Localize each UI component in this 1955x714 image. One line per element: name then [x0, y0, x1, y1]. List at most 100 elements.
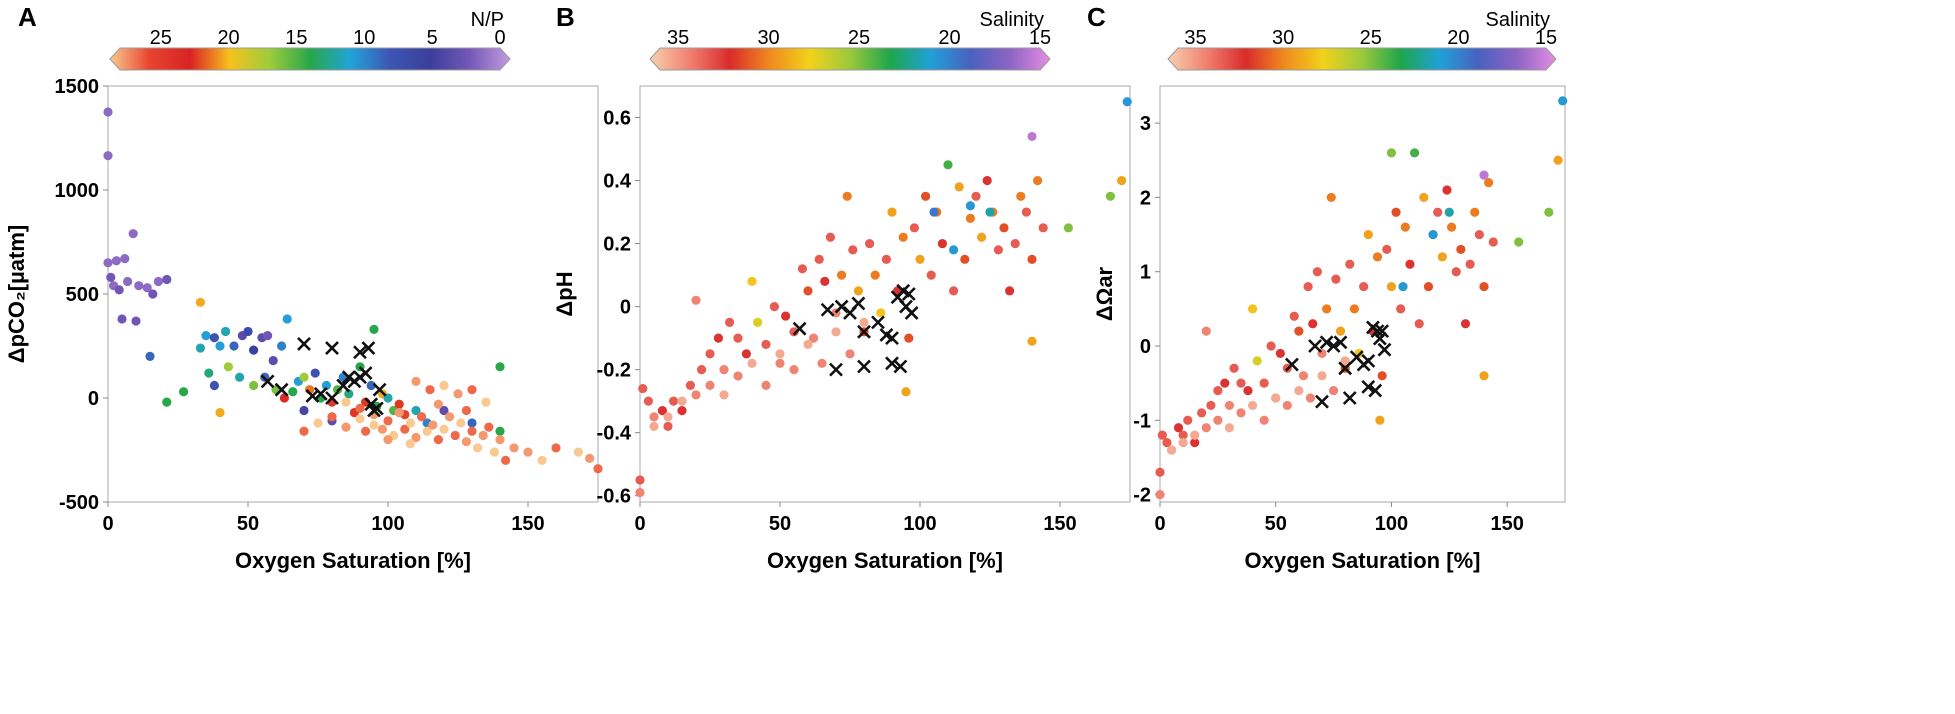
data-point: [461, 405, 471, 416]
data-points: [1155, 96, 1568, 500]
data-point: [153, 276, 163, 287]
data-point: [249, 345, 259, 355]
colorbar-tick-label: 15: [1535, 27, 1557, 49]
data-point: [697, 365, 707, 375]
data-point: [1398, 281, 1408, 292]
data-point: [162, 274, 172, 285]
data-point: [215, 341, 225, 351]
cross-markers: [792, 283, 919, 377]
cross-marker: [829, 362, 843, 377]
data-point: [761, 339, 771, 350]
data-point: [943, 160, 953, 170]
data-points: [103, 107, 603, 474]
data-point: [417, 412, 427, 422]
cross-stroke: [896, 283, 911, 298]
data-point: [1162, 437, 1172, 448]
cross-stroke: [325, 391, 339, 405]
data-point: [1479, 371, 1489, 381]
data-point: [1312, 267, 1322, 277]
data-point: [1236, 378, 1246, 388]
cross-stroke: [1361, 379, 1376, 394]
data-point: [1474, 229, 1484, 240]
chart-panel-a: A N/P25 20 15 10 5 00 50 100 150-500050010001500O…: [4, 2, 603, 573]
y-tick-label: -1: [1133, 410, 1151, 432]
y-tick-label: 0.2: [603, 234, 631, 256]
colorbar-tick-label: 25: [150, 27, 172, 49]
data-point: [1328, 385, 1339, 396]
cross-stroke: [1342, 391, 1357, 405]
data-point: [1391, 207, 1401, 217]
cross-stroke: [305, 389, 320, 403]
colorbar-tick-label: 30: [1272, 27, 1294, 49]
data-point: [649, 421, 659, 431]
cross-stroke: [885, 356, 899, 371]
cross-marker: [857, 324, 871, 339]
data-point: [1178, 430, 1188, 440]
data-point: [904, 333, 914, 343]
data-point: [848, 245, 858, 255]
data-point: [657, 406, 668, 416]
data-point: [428, 420, 438, 430]
cross-marker: [792, 321, 807, 336]
data-point: [1488, 237, 1498, 247]
data-point: [870, 270, 880, 280]
data-point: [361, 426, 371, 436]
cross-marker: [834, 299, 849, 314]
plot-area: [639, 85, 1131, 503]
cross-stroke: [1338, 361, 1353, 376]
data-point: [803, 286, 813, 296]
data-point: [663, 421, 673, 431]
data-point: [551, 443, 561, 453]
colorbar-tick-label: 10: [353, 27, 375, 49]
x-tick-label: 100: [371, 513, 404, 535]
data-point: [117, 314, 127, 324]
y-tick-label: 0: [88, 388, 99, 410]
data-point: [495, 435, 505, 445]
data-point: [1289, 311, 1299, 321]
data-point: [965, 213, 976, 223]
data-point: [195, 343, 205, 353]
data-point: [881, 254, 892, 264]
cross-stroke: [851, 296, 866, 311]
data-point: [1243, 385, 1253, 396]
panel-letter: B: [556, 2, 575, 32]
cross-stroke: [274, 382, 289, 397]
data-point: [1294, 385, 1304, 396]
cross-marker: [1338, 361, 1353, 376]
data-point: [993, 245, 1004, 255]
data-point: [753, 317, 763, 327]
data-point: [369, 420, 379, 430]
data-point: [1038, 223, 1048, 233]
cross-stroke: [834, 299, 849, 314]
data-point: [1201, 326, 1211, 336]
cross-stroke: [1375, 324, 1390, 339]
cross-stroke: [1361, 353, 1376, 368]
data-point: [1345, 259, 1355, 269]
data-point: [509, 443, 519, 453]
x-tick-label: 150: [511, 513, 544, 535]
data-point: [310, 368, 320, 378]
data-point: [1331, 274, 1341, 284]
data-point: [809, 333, 819, 343]
data-point: [1382, 244, 1392, 255]
data-point: [1456, 244, 1466, 255]
data-point: [394, 399, 404, 409]
y-tick-label: 3: [1140, 113, 1151, 135]
data-point: [1423, 281, 1434, 292]
data-point: [263, 331, 273, 341]
data-point: [1236, 408, 1246, 418]
x-tick-label: 0: [102, 513, 113, 535]
cross-stroke: [361, 341, 376, 355]
data-point: [456, 418, 466, 428]
x-tick-label: 50: [769, 513, 791, 535]
data-point: [677, 396, 687, 406]
data-point: [1409, 148, 1420, 158]
data-point: [355, 414, 365, 424]
data-point: [691, 390, 701, 400]
data-point: [1363, 229, 1373, 240]
data-point: [1553, 155, 1563, 165]
y-tick-label: 1000: [55, 180, 100, 202]
data-point: [195, 297, 205, 307]
cross-stroke: [325, 341, 339, 355]
